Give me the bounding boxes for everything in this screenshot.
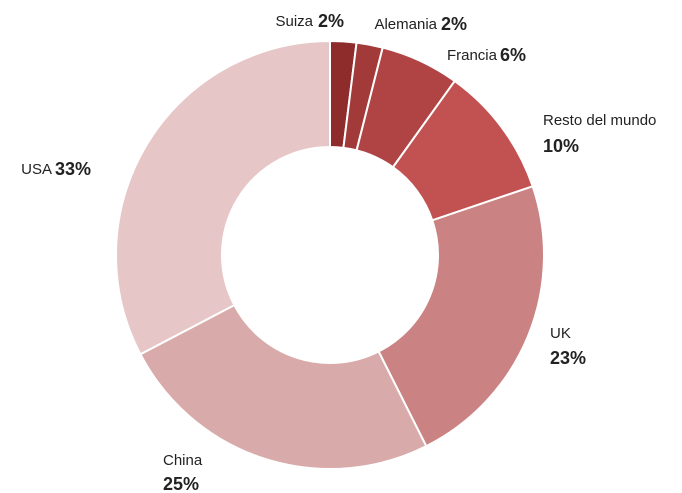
slice-value-label: 2%	[441, 14, 467, 34]
slice-value-label: 33%	[55, 159, 91, 179]
slice-label: Suiza	[275, 13, 313, 30]
slice-label: Resto del mundo	[543, 112, 656, 129]
donut-slice	[377, 185, 545, 448]
donut-slice	[115, 39, 331, 356]
slice-label: China	[163, 452, 203, 469]
slice-value-label: 25%	[163, 474, 199, 493]
slice-label: UK	[550, 325, 571, 342]
slice-value-label: 6%	[500, 45, 526, 65]
slice-label: USA	[21, 161, 52, 178]
slice-value-label: 10%	[543, 136, 579, 156]
slice-label: Francia	[447, 47, 498, 64]
slice-value-label: 2%	[318, 11, 344, 31]
slice-label: Alemania	[374, 16, 437, 33]
slice-value-label: 23%	[550, 348, 586, 368]
donut-slice	[139, 303, 428, 470]
